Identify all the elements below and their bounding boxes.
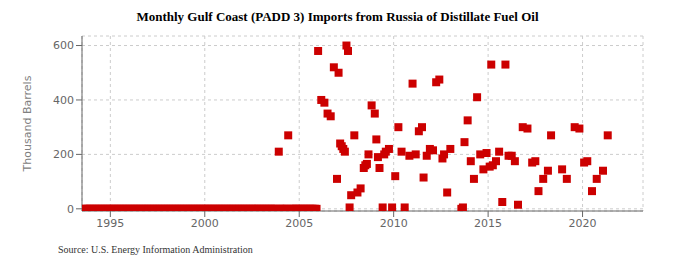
svg-text:2010: 2010 — [380, 217, 408, 230]
svg-text:0: 0 — [67, 203, 74, 216]
html-text:Source: U.S. Energy Informatio: Source: U.S. Energy Information Administ… — [58, 244, 253, 255]
html-text:Monthly Gulf Coast (PADD 3) Im: Monthly Gulf Coast (PADD 3) Imports from… — [136, 9, 539, 24]
svg-text:600: 600 — [53, 39, 74, 52]
svg-text:400: 400 — [53, 94, 74, 107]
svg-text:Thousand Barrels: Thousand Barrels — [21, 75, 34, 172]
svg-text:2015: 2015 — [474, 217, 502, 230]
svg-text:2020: 2020 — [569, 217, 597, 230]
svg-text:1995: 1995 — [96, 217, 124, 230]
svg-text:2000: 2000 — [191, 217, 219, 230]
svg-text:200: 200 — [53, 148, 74, 161]
svg-text:2005: 2005 — [285, 217, 313, 230]
